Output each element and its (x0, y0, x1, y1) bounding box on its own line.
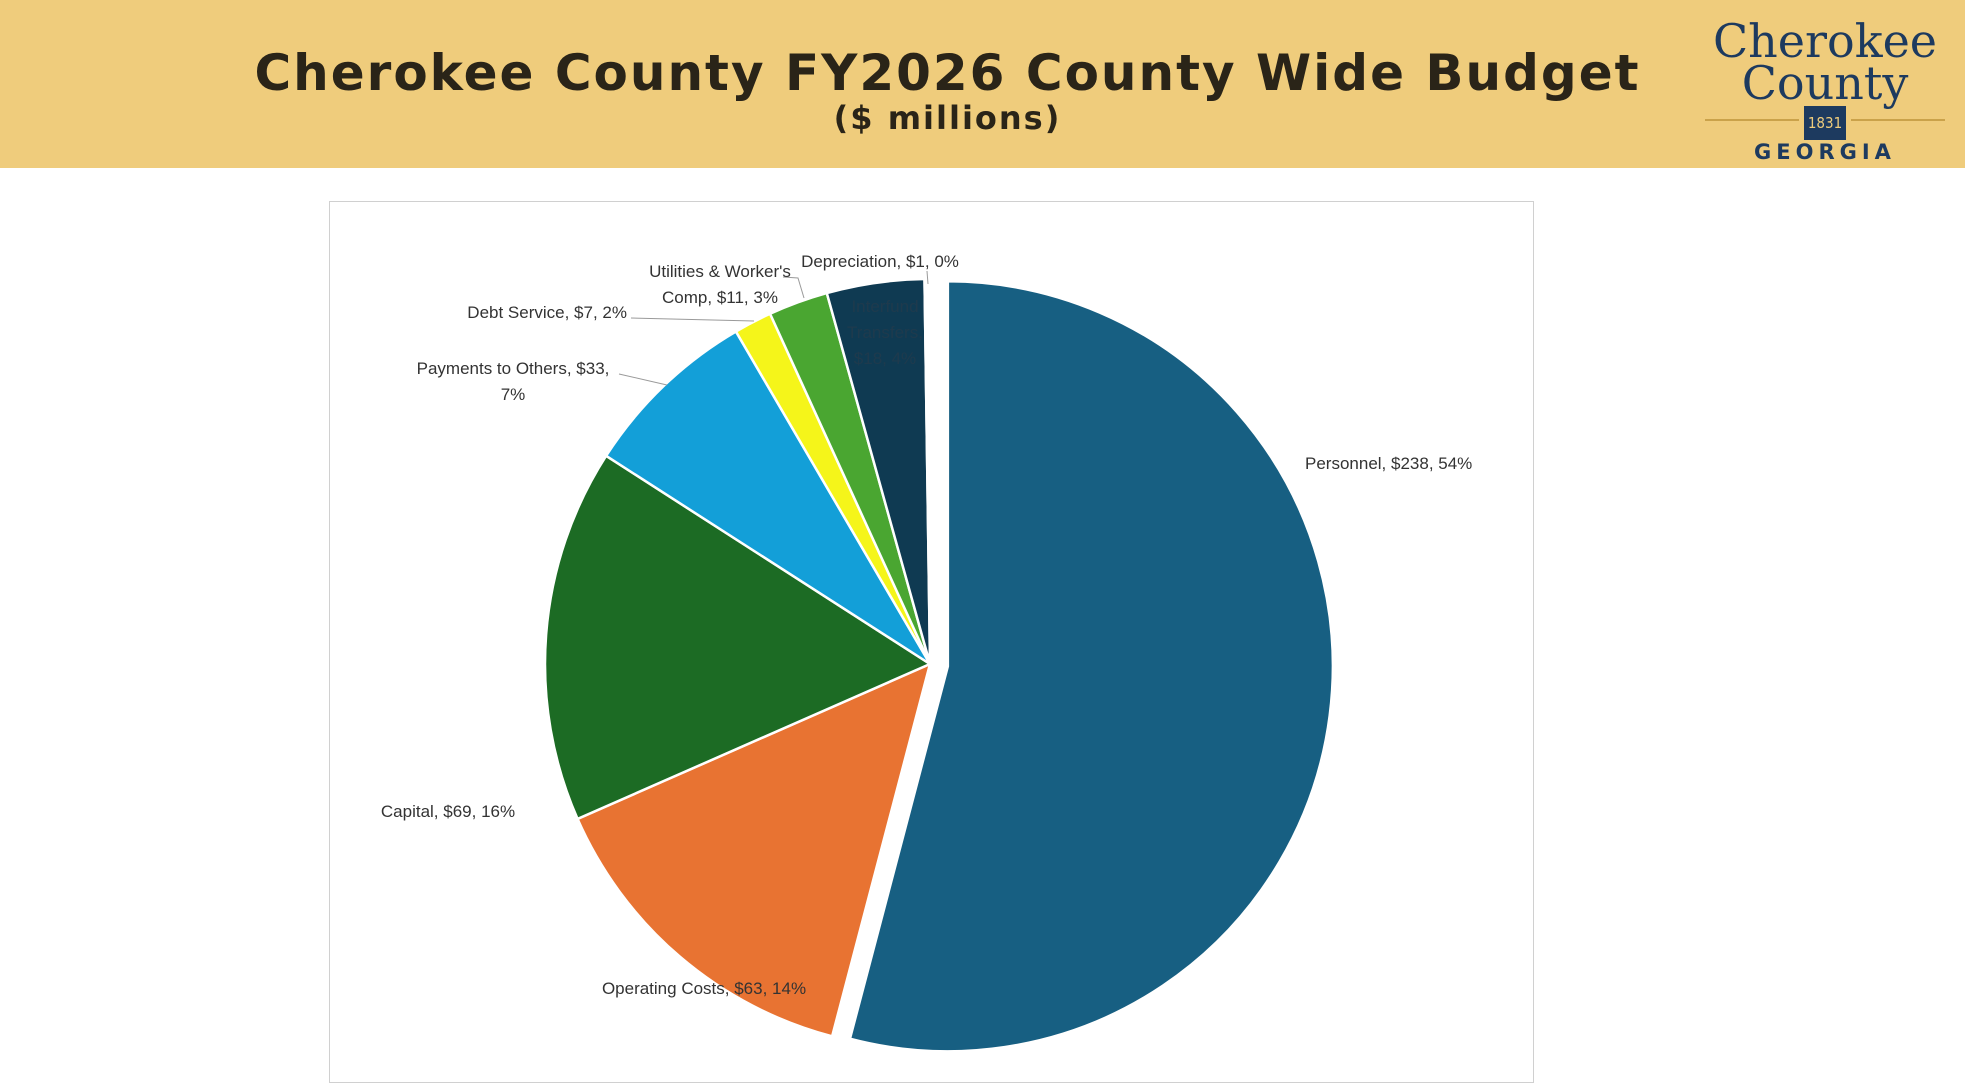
logo-rule-right (1851, 119, 1945, 121)
logo-year-badge: 1831 (1804, 106, 1846, 140)
data-label-interfund-transfers: Interfund Transfers, $18, 4% (847, 297, 923, 368)
pie-slice-capital (543, 454, 933, 821)
data-label-debt-service: Debt Service, $7, 2% (467, 303, 627, 322)
pie-slice-personnel (848, 280, 1335, 1053)
page-subtitle: ($ millions) (833, 99, 1062, 137)
logo-text-line1: Cherokee (1712, 14, 1938, 68)
pie-slice-operating-costs (575, 661, 932, 1038)
header-banner: Cherokee County FY2026 County Wide Budge… (0, 0, 1965, 168)
leader-line-debt-service (630, 317, 755, 322)
leader-line-utilities-worker-s-comp (782, 276, 805, 299)
chart-frame: Personnel, $238, 54% Operating Costs, $63… (329, 201, 1534, 1083)
data-label-payments-to-others: Payments to Others, $33, 7% (417, 359, 610, 404)
data-label-depreciation: Depreciation, $1, 0% (801, 252, 959, 271)
page-title: Cherokee County FY2026 County Wide Budge… (254, 44, 1641, 102)
data-label-utilities-worker-s-comp: Utilities & Worker's Comp, $11, 3% (649, 262, 791, 307)
pie-chart: Personnel, $238, 54% Operating Costs, $63… (381, 252, 1472, 1053)
data-label-operating-costs: Operating Costs, $63, 14% (602, 979, 806, 998)
data-label-personnel: Personnel, $238, 54% (1305, 454, 1472, 473)
data-label-capital: Capital, $69, 16% (381, 802, 515, 821)
logo-text-line2: County (1741, 56, 1909, 110)
leader-line-payments-to-others (618, 373, 668, 386)
pie-slice-payments-to-others (604, 329, 932, 666)
logo-state-text: GEORGIA (1754, 140, 1896, 164)
leader-line-depreciation (926, 270, 929, 285)
county-logo: Cherokee County 1831 GEORGIA (1705, 10, 1945, 165)
logo-rule-left (1705, 119, 1799, 121)
